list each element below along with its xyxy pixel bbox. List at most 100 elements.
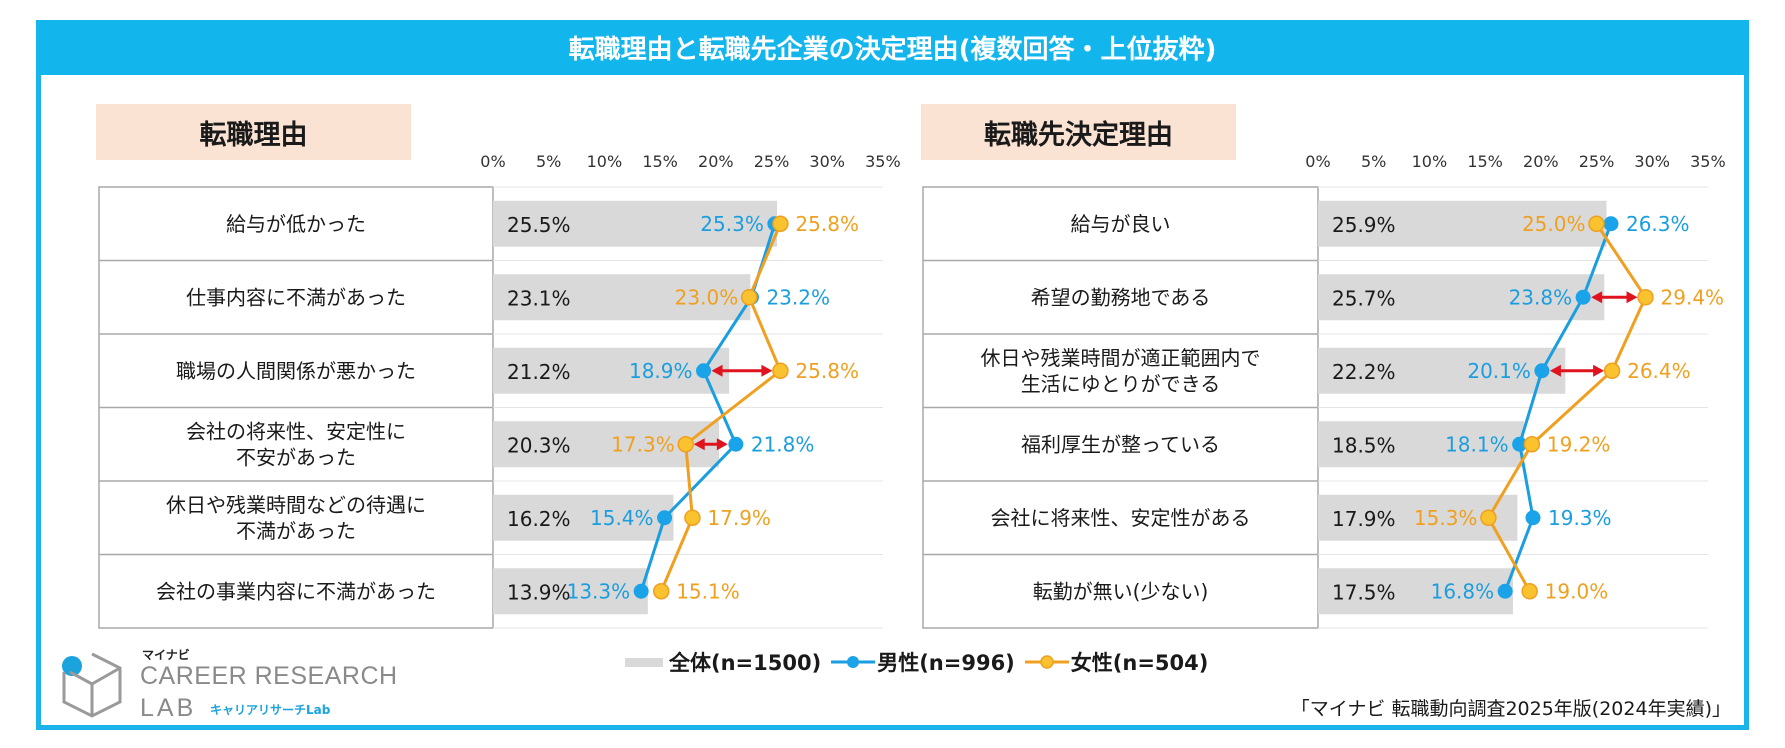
legend-male-swatch	[831, 656, 876, 668]
decision-point-male	[1575, 289, 1591, 305]
decision-point-male	[1525, 510, 1541, 526]
section-label-left: 転職理由	[96, 104, 411, 160]
reason-point-male	[696, 363, 712, 379]
legend-overall: 全体(n=1500)	[625, 647, 821, 677]
reason-bar-value-label: 20.3%	[507, 433, 571, 457]
reason-gap-arrow-head	[711, 364, 723, 377]
reason-label-female: 17.3%	[611, 432, 675, 456]
decision-label-female: 15.3%	[1414, 506, 1478, 530]
decision-tick-label: 0%	[1305, 152, 1330, 171]
decision-bar-value-label: 17.5%	[1332, 580, 1396, 604]
decision-tick-label: 15%	[1467, 152, 1503, 171]
decision-tick-label: 20%	[1523, 152, 1559, 171]
reason-line-female	[659, 223, 783, 592]
decision-point-female	[1637, 289, 1654, 306]
reason-point-female	[772, 215, 789, 232]
decision-gap-arrow-head	[1549, 364, 1561, 377]
source-note: 「マイナビ 転職動向調査2025年版(2024年実績)」	[1290, 698, 1731, 720]
reason-point-female	[677, 436, 694, 453]
legend: 全体(n=1500) 男性(n=996) 女性(n=504)	[625, 648, 1218, 676]
legend-overall-swatch	[625, 658, 663, 667]
reason-label-male: 23.2%	[766, 285, 830, 309]
decision-bar-value-label: 25.7%	[1332, 286, 1396, 310]
reason-label-female: 17.9%	[707, 506, 771, 530]
logo-kana-text: キャリアリサーチLab	[210, 703, 331, 717]
reason-tick-label: 35%	[865, 152, 901, 171]
reason-point-female	[772, 362, 789, 379]
reason-label-male: 15.4%	[590, 506, 654, 530]
legend-male: 男性(n=996)	[831, 647, 1015, 677]
reason-label-male: 13.3%	[567, 579, 631, 603]
reason-category-label: 会社の将来性、安定性に不安があった	[186, 419, 406, 469]
reason-category-label: 給与が低かった	[226, 212, 366, 236]
reason-bar-overall	[493, 568, 648, 615]
legend-female: 女性(n=504)	[1024, 647, 1209, 677]
decision-bar-overall	[1318, 568, 1513, 615]
page-title: 転職理由と転職先企業の決定理由(複数回答・上位抜粋)	[36, 20, 1749, 75]
decision-label-female: 19.2%	[1547, 432, 1611, 456]
decision-point-female	[1603, 362, 1621, 379]
reason-label-male: 21.8%	[751, 432, 815, 456]
decision-category-label: 転勤が無い(少ない)	[1033, 579, 1209, 603]
decision-category-label: 希望の勤務地である	[1031, 285, 1211, 309]
decision-bar-value-label: 22.2%	[1332, 360, 1396, 384]
logo-main-text: CAREER RESEARCH	[140, 662, 398, 690]
reason-bar-value-label: 23.1%	[507, 286, 571, 310]
reason-point-female	[652, 583, 670, 600]
decision-bar-value-label: 25.9%	[1332, 213, 1396, 237]
decision-point-male	[1497, 583, 1513, 599]
reason-gap-arrow-head	[693, 438, 705, 451]
decision-label-female: 29.4%	[1661, 285, 1725, 309]
reason-tick-label: 0%	[480, 152, 505, 171]
reason-label-female: 25.8%	[795, 212, 859, 236]
decision-bar-overall	[1318, 421, 1525, 468]
decision-point-female	[1480, 509, 1497, 526]
reason-point-male	[657, 510, 673, 526]
reason-tick-label: 5%	[536, 152, 561, 171]
decision-tick-label: 30%	[1634, 152, 1670, 171]
decision-label-male: 18.1%	[1445, 432, 1509, 456]
decision-category-label: 会社に将来性、安定性がある	[991, 506, 1251, 530]
reason-category-label: 職場の人間関係が悪かった	[176, 359, 416, 383]
reason-label-female: 23.0%	[675, 285, 739, 309]
reason-bar-value-label: 13.9%	[507, 580, 571, 604]
reason-tick-label: 15%	[642, 152, 678, 171]
logo-brand: マイナビ	[142, 648, 190, 662]
decision-tick-label: 10%	[1412, 152, 1448, 171]
decision-line-male	[1503, 223, 1613, 592]
reason-tick-label: 25%	[754, 152, 790, 171]
reason-label-female: 15.1%	[676, 579, 740, 603]
decision-bar-overall	[1318, 274, 1605, 321]
decision-point-male	[1512, 436, 1528, 452]
legend-male-label: 男性(n=996)	[877, 651, 1015, 675]
reason-bar-value-label: 16.2%	[507, 507, 571, 531]
decision-point-male	[1603, 216, 1619, 232]
decision-category-label: 福利厚生が整っている	[1021, 432, 1220, 456]
reason-bar-overall	[493, 494, 674, 541]
decision-line-female	[1486, 222, 1648, 592]
decision-gap-arrow-head	[1626, 291, 1638, 304]
reason-label-male: 25.3%	[700, 212, 764, 236]
decision-label-female: 19.0%	[1545, 579, 1609, 603]
decision-point-female	[1588, 215, 1605, 232]
reason-label-male: 18.9%	[629, 359, 693, 383]
decision-label-male: 23.8%	[1509, 285, 1573, 309]
reason-gap-arrow-head	[716, 438, 728, 451]
decision-label-female: 25.0%	[1522, 212, 1586, 236]
reason-point-male	[633, 583, 649, 599]
legend-female-label: 女性(n=504)	[1070, 651, 1209, 675]
reason-point-female	[740, 289, 758, 306]
decision-point-female	[1521, 583, 1538, 600]
legend-female-swatch	[1024, 655, 1069, 669]
reason-category-label: 仕事内容に不満があった	[186, 285, 406, 309]
decision-tick-label: 25%	[1579, 152, 1615, 171]
decision-bar-overall	[1318, 347, 1566, 394]
decision-tick-label: 35%	[1690, 152, 1726, 171]
decision-gap-arrow-head	[1593, 364, 1605, 377]
decision-bar-value-label: 17.9%	[1332, 507, 1396, 531]
decision-label-female: 26.4%	[1627, 359, 1691, 383]
decision-gap-arrow-head	[1591, 291, 1603, 304]
decision-bar-value-label: 18.5%	[1332, 433, 1396, 457]
career-lab-logo-icon	[62, 652, 122, 718]
decision-label-male: 16.8%	[1431, 579, 1495, 603]
